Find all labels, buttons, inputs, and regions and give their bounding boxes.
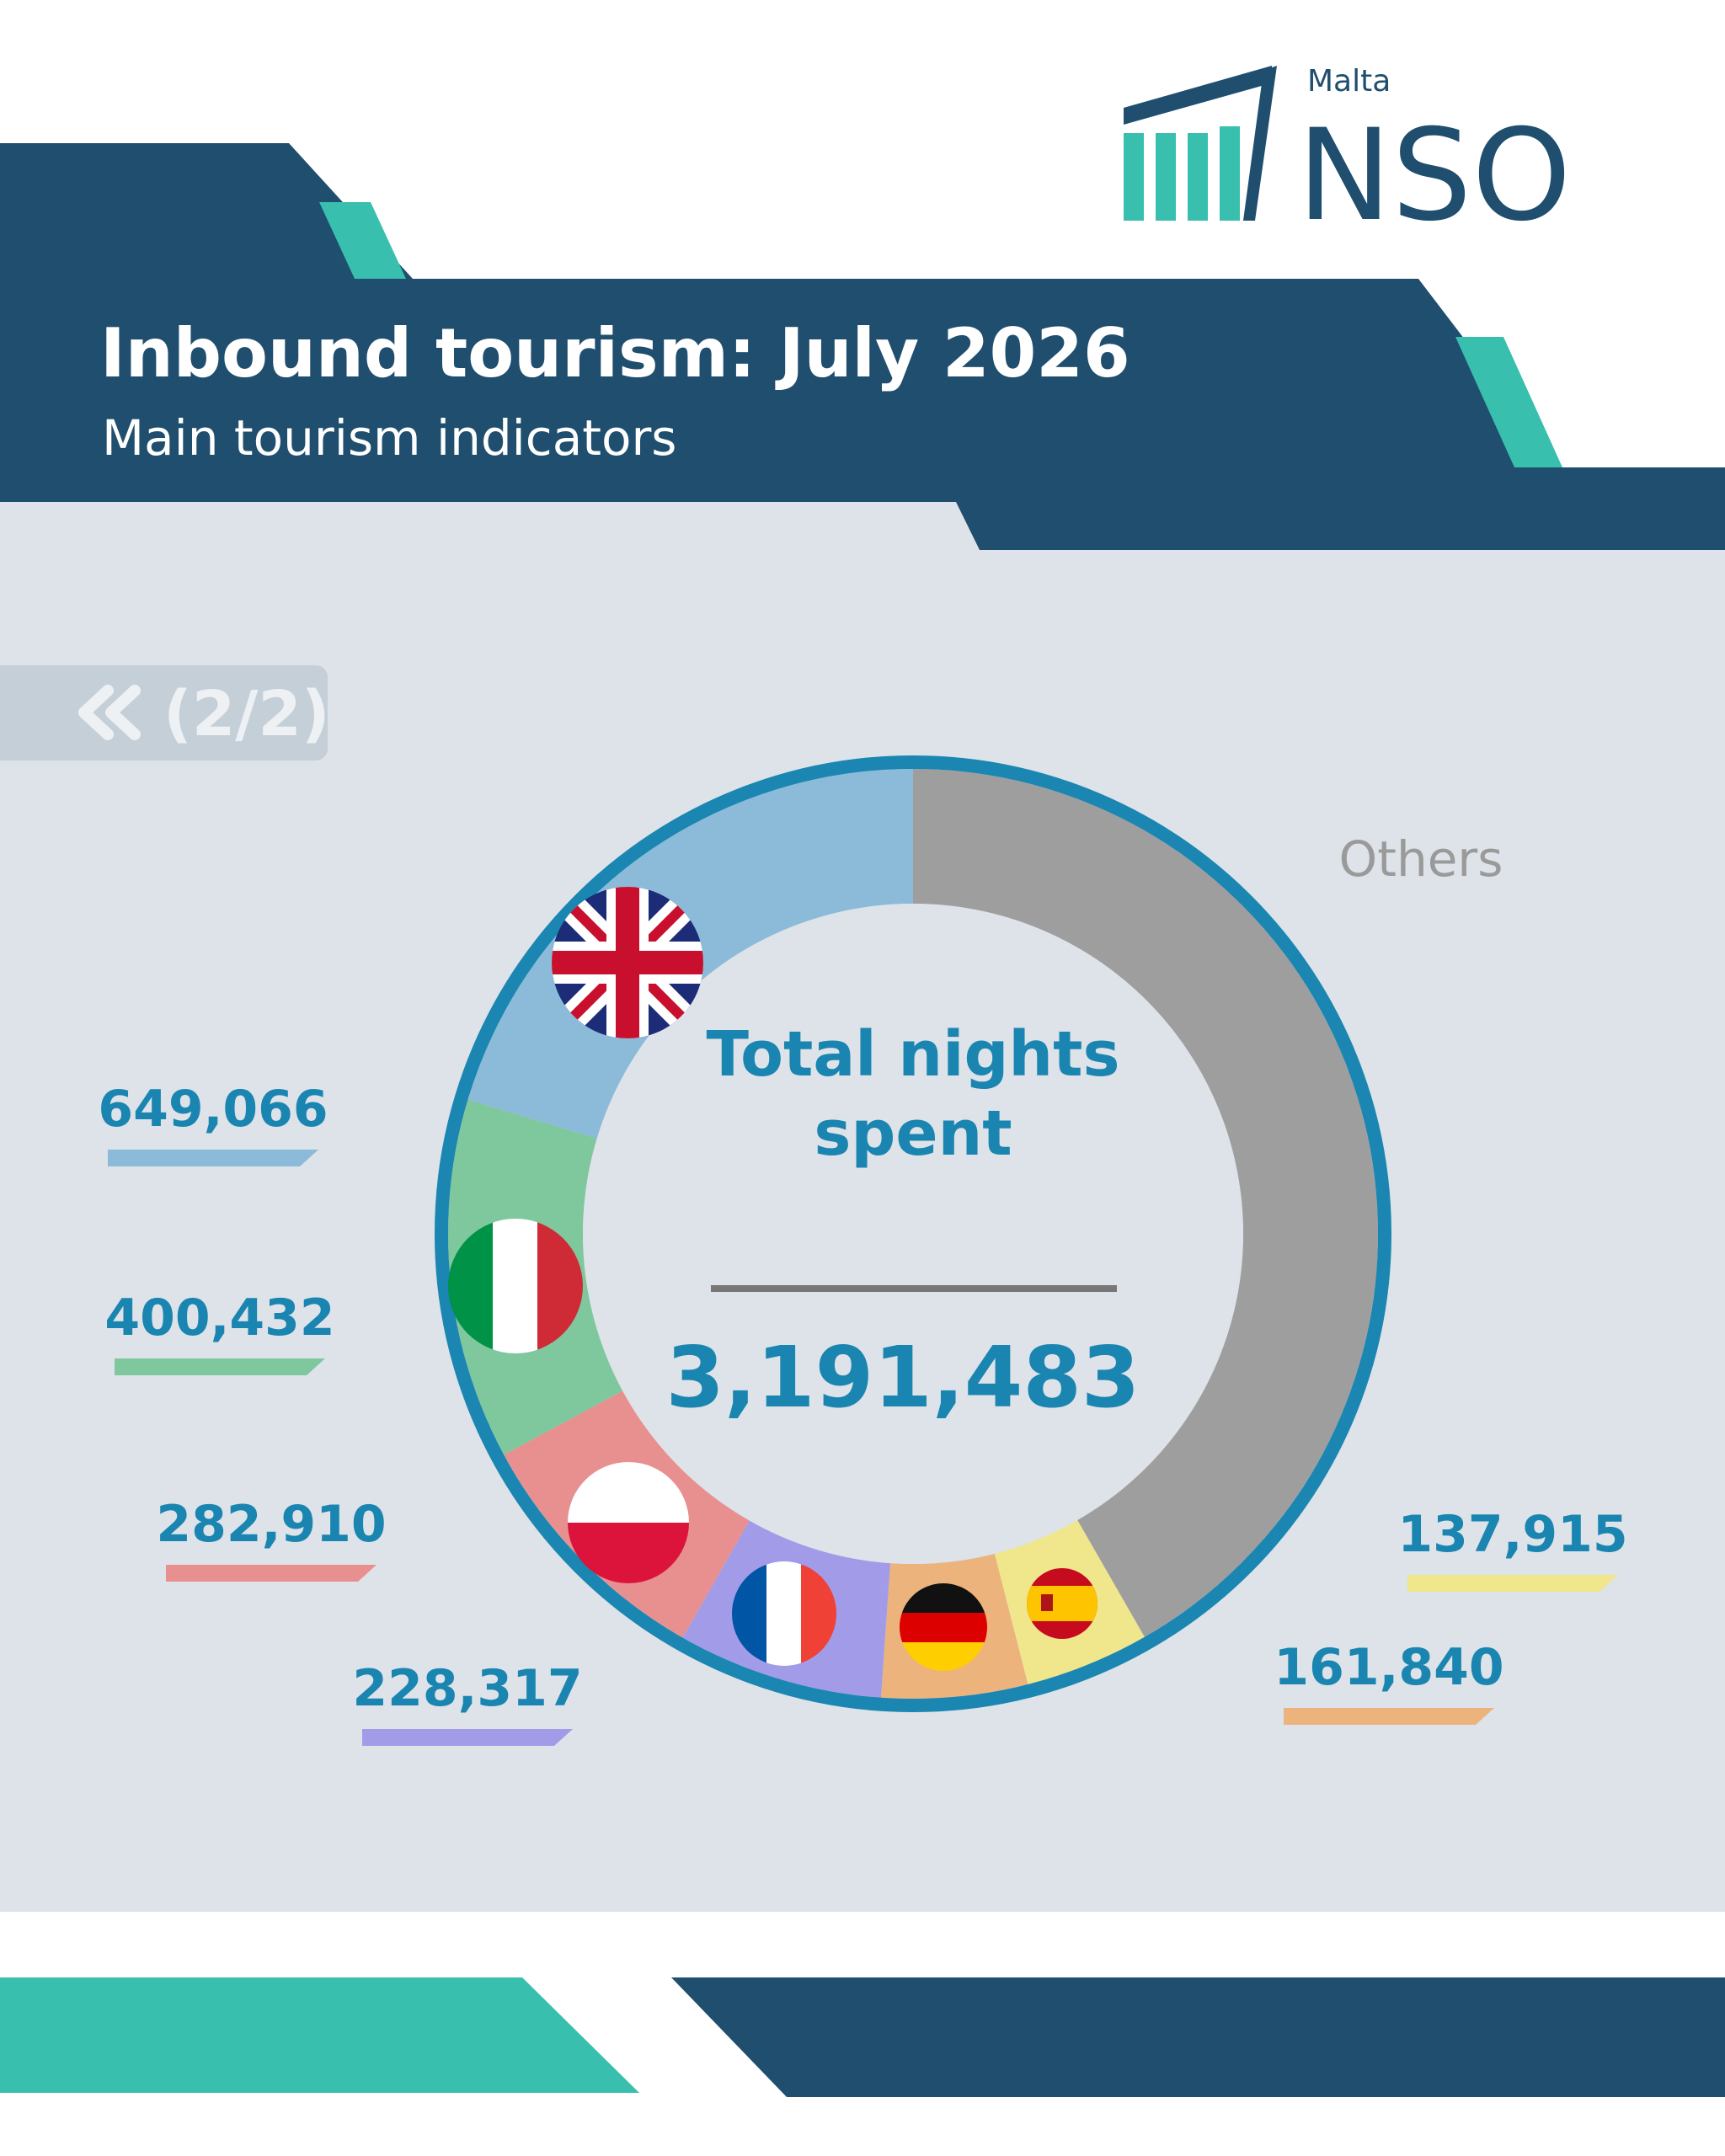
flag-pl (568, 1462, 689, 1583)
value-label: 282,910 (156, 1495, 386, 1554)
value-label: 161,840 (1274, 1638, 1503, 1697)
header-band (0, 143, 1725, 550)
donut-hole (583, 904, 1243, 1564)
label-underline (166, 1565, 377, 1582)
logo-text: NSO (1297, 103, 1572, 249)
label-underline (108, 1150, 318, 1166)
value-labels: Others 137,915 161,840 228,317 282,910 400,43… (98, 830, 1628, 1746)
center-value: 3,191,483 (665, 1328, 1140, 1427)
nav-button[interactable]: (2/2) (0, 665, 330, 760)
value-label: 400,432 (104, 1289, 334, 1348)
label-underline (1284, 1708, 1494, 1725)
title: Inbound tourism: July 2026 (100, 314, 1130, 392)
value-label: 649,066 (98, 1080, 328, 1139)
label-underline (1407, 1575, 1618, 1592)
footer-band (671, 1977, 1725, 2097)
center-title: Total nights spent (706, 1018, 1120, 1170)
label-underline (362, 1729, 573, 1746)
donut-slice (913, 769, 1379, 1637)
logo-mark (1124, 66, 1277, 221)
logo-small: Malta (1307, 64, 1391, 99)
footer-accent (0, 1977, 639, 2093)
nav-label[interactable]: (2/2) (163, 678, 330, 750)
value-label: 228,317 (352, 1659, 582, 1718)
nav-button-bg[interactable] (0, 665, 328, 760)
flag-uk (552, 887, 703, 1038)
donut-ring (435, 755, 1391, 1712)
subtitle: Main tourism indicators (102, 409, 677, 467)
flag-it (448, 1219, 583, 1353)
value-label: 137,915 (1397, 1505, 1627, 1564)
flag-fr (732, 1561, 836, 1666)
flag-es (1027, 1568, 1097, 1639)
category-label: Others (1339, 830, 1503, 888)
accent (319, 202, 406, 279)
label-underline (115, 1358, 325, 1375)
nav-chevrons[interactable] (78, 685, 141, 740)
accent (1455, 337, 1562, 467)
